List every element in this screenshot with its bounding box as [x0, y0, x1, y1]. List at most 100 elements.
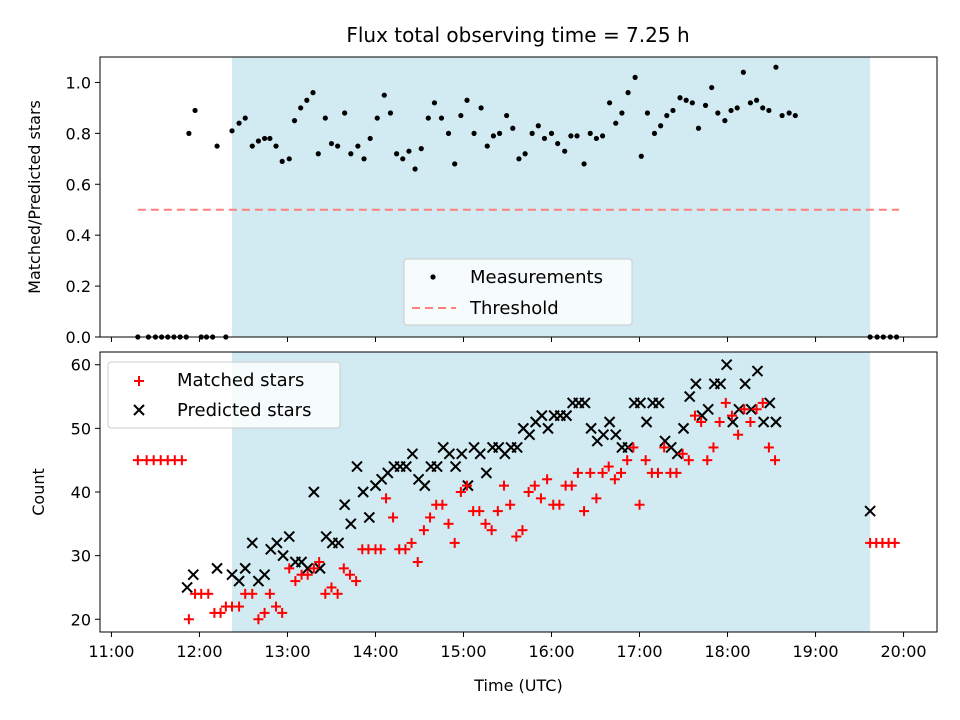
x-stroke: [468, 441, 480, 454]
x-stroke: [603, 416, 616, 428]
predicted-star-point: [579, 397, 591, 409]
x-tick-label: 14:00: [352, 642, 398, 661]
matched-star-point: [739, 404, 750, 415]
predicted-star-point: [536, 409, 548, 422]
measurement-point: [555, 140, 561, 147]
matched-star-point: [437, 499, 448, 510]
matched-star-point: [271, 601, 282, 612]
matched-star-point: [616, 467, 627, 478]
x-tick-label: 15:00: [440, 642, 486, 661]
predicted-star-point: [338, 499, 351, 511]
predicted-star-point: [714, 378, 727, 390]
x-stroke: [363, 511, 376, 524]
x-stroke: [449, 460, 462, 473]
matched-star-point: [708, 442, 719, 453]
matched-star-point: [603, 461, 614, 472]
measurement-point: [581, 161, 587, 167]
matched-star-point: [326, 582, 337, 593]
ratio-y-axis-label: Matched/Predicted stars: [25, 100, 44, 294]
matched-star-point: [132, 455, 143, 466]
matched-star-point: [763, 442, 774, 453]
legend-box: [403, 258, 633, 326]
predicted-star-point: [332, 537, 345, 549]
matched-star-point: [659, 442, 670, 453]
matched-star-point: [585, 467, 596, 478]
measurement-point: [406, 148, 412, 154]
predicted-star-point: [363, 511, 376, 524]
matched-star-point: [572, 467, 583, 478]
x-stroke: [271, 537, 283, 549]
measurement-point: [548, 130, 555, 136]
y-tick-label: 0.8: [66, 124, 91, 143]
legend-threshold-label: Threshold: [469, 298, 559, 319]
measurement-point: [779, 112, 785, 119]
matched-star-point: [247, 588, 258, 599]
matched-star-point: [634, 499, 645, 510]
matched-star-point: [714, 417, 725, 427]
x-stroke: [283, 530, 295, 543]
measurement-point: [715, 110, 721, 116]
measurement-point: [562, 148, 568, 154]
matched-star-point: [498, 480, 509, 491]
matched-star-point: [375, 544, 386, 555]
x-stroke: [659, 435, 671, 447]
x-stroke: [302, 562, 314, 575]
matched-star-point: [284, 563, 295, 574]
matched-star-point: [253, 614, 264, 625]
matched-star-point: [474, 506, 485, 517]
predicted-star-point: [560, 409, 573, 422]
x-stroke: [246, 537, 258, 549]
x-stroke: [864, 505, 876, 517]
matched-star-point: [425, 512, 436, 523]
chart-title: Flux total observing time = 7.25 h: [346, 23, 689, 47]
predicted-star-point: [542, 422, 554, 435]
measurement-point: [249, 143, 255, 149]
x-stroke: [474, 448, 486, 460]
predicted-star-point: [181, 581, 193, 594]
measurement-point: [452, 161, 458, 167]
matched-star-point: [505, 499, 516, 510]
predicted-star-point: [400, 460, 412, 473]
measurement-point: [192, 107, 198, 114]
measurement-point: [651, 130, 658, 136]
measurement-point: [367, 135, 373, 142]
x-stroke: [437, 441, 449, 454]
measurement-point: [348, 151, 354, 157]
y-tick-label: 0.0: [66, 328, 91, 347]
matched-star-point: [183, 614, 194, 625]
matched-star-point: [677, 448, 688, 459]
matched-star-point: [628, 442, 639, 453]
measurement-point: [747, 100, 754, 106]
measurement-point: [261, 135, 268, 142]
predicted-star-point: [271, 537, 283, 549]
measurement-point: [484, 143, 490, 149]
measurement-point: [315, 151, 321, 157]
y-tick-label: 20: [71, 610, 91, 629]
measurement-point: [255, 138, 262, 144]
x-stroke: [406, 448, 419, 460]
predicted-star-point: [239, 562, 251, 575]
matched-star-point: [579, 506, 590, 517]
y-tick-label: 60: [71, 356, 91, 375]
x-tick-label: 13:00: [264, 642, 310, 661]
matched-star-point: [733, 429, 744, 440]
x-stroke: [239, 562, 251, 575]
predicted-star-point: [603, 416, 616, 428]
x-stroke: [610, 429, 622, 441]
predicted-star-point: [308, 486, 320, 498]
predicted-star-point: [745, 403, 758, 415]
predicted-star-point: [511, 441, 523, 454]
x-tick-label: 11:00: [88, 642, 134, 661]
x-stroke: [560, 409, 573, 422]
ratio-y-ticks: 0.0 0.2 0.4 0.6 0.8 1.0: [66, 73, 100, 347]
measurement-point: [683, 97, 689, 103]
measurement-point: [298, 105, 304, 111]
x-stroke: [720, 359, 733, 371]
x-stroke: [492, 441, 505, 454]
measurement-point: [773, 64, 779, 70]
matched-star-point: [400, 544, 411, 555]
x-stroke: [523, 429, 536, 441]
measurement-point: [606, 100, 613, 106]
measurement-point: [766, 107, 772, 114]
y-tick-label: 0.6: [66, 175, 91, 194]
